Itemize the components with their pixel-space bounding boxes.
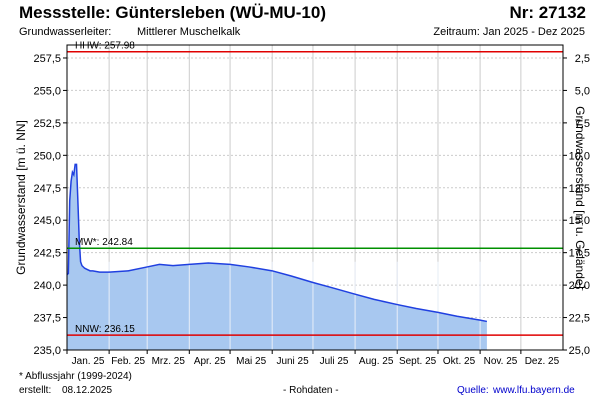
y-tick-label: 255,0 (33, 85, 61, 97)
page-title: Messstelle: Güntersleben (WÜ-MU-10) (19, 3, 326, 22)
x-tick-label: Juli 25 (320, 356, 349, 367)
y-tick-label: 252,5 (33, 118, 61, 130)
y-tick-label: 245,0 (33, 215, 61, 227)
aquifer-value: Mittlerer Muschelkalk (137, 26, 241, 38)
y2-tick-label: 20,0 (569, 280, 590, 292)
x-tick-label: Dez. 25 (525, 356, 560, 367)
x-tick-label: Juni 25 (276, 356, 309, 367)
y-tick-label: 235,0 (33, 345, 61, 357)
y2-tick-label: 15,0 (569, 215, 590, 227)
x-tick-label: Feb. 25 (111, 356, 145, 367)
water-level-line (66, 163, 488, 323)
y2-tick-label: 5,0 (575, 85, 590, 97)
y2-tick-label: 17,5 (569, 248, 590, 260)
aquifer-label: Grundwasserleiter: (19, 26, 112, 38)
x-tick-label: Okt. 25 (443, 356, 476, 367)
source-label: Quelle: (457, 385, 489, 396)
y-tick-label: 247,5 (33, 183, 61, 195)
x-tick-label: Apr. 25 (194, 356, 226, 367)
created-date: 08.12.2025 (62, 385, 113, 396)
y-tick-label: 242,5 (33, 248, 61, 260)
source-link[interactable]: www.lfu.bayern.de (493, 385, 575, 396)
x-tick-label: Jan. 25 (72, 356, 105, 367)
x-tick-label: Nov. 25 (484, 356, 518, 367)
x-tick-label: Sept. 25 (399, 356, 437, 367)
y2-tick-label: 25,0 (569, 345, 590, 357)
plot-frame (66, 44, 564, 351)
mw-label: MW*: 242.84 (75, 237, 133, 248)
y2-axis-title: Grundwasserstand [m u. Gelände] (573, 106, 587, 289)
y2-tick-label: 12,5 (569, 183, 590, 195)
y-tick-label: 257,5 (33, 53, 61, 65)
nnw-label: NNW: 236.15 (75, 324, 135, 335)
x-tick-label: Mrz. 25 (152, 356, 186, 367)
y-tick-label: 237,5 (33, 313, 61, 325)
hhw-label: HHW: 257.98 (75, 41, 135, 52)
x-tick-label: Aug. 25 (359, 356, 394, 367)
y-tick-label: 240,0 (33, 280, 61, 292)
y-axis-title: Grundwasserstand [m ü. NN] (14, 120, 28, 275)
raw-data-note: - Rohdaten - (283, 385, 339, 396)
water-level-area (67, 164, 487, 350)
x-tick-label: Mai 25 (236, 356, 266, 367)
y-tick-label: 250,0 (33, 150, 61, 162)
y2-tick-label: 10,0 (569, 150, 590, 162)
station-number: Nr: 27132 (509, 3, 586, 22)
y2-tick-label: 7,5 (575, 118, 590, 130)
footnote: * Abflussjahr (1999-2024) (19, 371, 132, 382)
created-label: erstellt: (19, 385, 52, 396)
y2-tick-label: 22,5 (569, 313, 590, 325)
y2-tick-label: 2,5 (575, 53, 590, 65)
period-label: Zeitraum: Jan 2025 - Dez 2025 (433, 26, 585, 38)
